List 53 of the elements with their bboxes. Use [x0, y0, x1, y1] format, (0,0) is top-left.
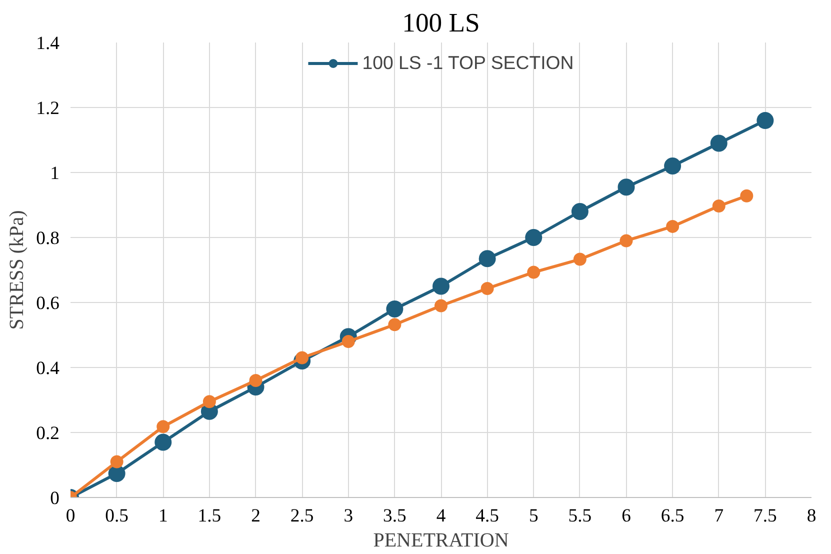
x-tick-label: 1.5 — [198, 506, 222, 526]
x-tick-label: 1 — [158, 506, 168, 526]
y-tick-label: 0.8 — [36, 228, 60, 249]
point — [386, 300, 404, 318]
point — [740, 189, 754, 202]
point — [664, 158, 682, 174]
point — [202, 395, 216, 408]
point — [710, 134, 728, 152]
x-tick-label: 8 — [806, 506, 816, 526]
y-tick-label: 0.6 — [36, 293, 60, 314]
y-tick-label: 1.4 — [36, 33, 60, 54]
x-tick-label: 5 — [528, 506, 538, 526]
x-tick-label: 2.5 — [290, 506, 314, 526]
chart-title: 100 LS — [402, 8, 480, 38]
point — [154, 434, 172, 451]
point — [620, 234, 633, 248]
x-tick-label: 7.5 — [754, 506, 777, 526]
point — [108, 464, 126, 482]
x-tick-label: 0 — [66, 506, 76, 526]
point — [573, 252, 586, 266]
point — [527, 266, 540, 279]
x-tick-label: 6.5 — [660, 506, 684, 526]
x-tick-label: 6 — [622, 506, 631, 526]
point — [666, 220, 680, 233]
y-tick-label: 0 — [50, 488, 60, 509]
x-axis-title: PENETRATION — [373, 530, 509, 552]
point — [434, 299, 448, 312]
point — [525, 229, 542, 246]
y-tick-label: 0.2 — [36, 423, 60, 444]
x-tick-label: 2 — [251, 506, 260, 526]
point — [712, 199, 726, 212]
point — [478, 250, 496, 268]
point — [388, 318, 402, 332]
legend-label: 100 LS -1 TOP SECTION — [362, 52, 574, 74]
point — [156, 420, 170, 434]
y-axis-title: STRESS (kPa) — [6, 210, 28, 330]
x-tick-label: 4.5 — [476, 506, 499, 526]
x-tick-label: 0.5 — [105, 506, 128, 526]
x-tick-label: 3 — [344, 506, 354, 526]
y-tick-label: 1.2 — [36, 98, 60, 119]
x-tick-label: 5.5 — [568, 506, 592, 526]
x-tick-label: 7 — [714, 506, 724, 526]
point — [480, 282, 494, 296]
point — [571, 203, 588, 220]
y-tick-label: 0.4 — [36, 358, 60, 379]
point — [756, 112, 774, 129]
x-tick-label: 4 — [436, 506, 446, 526]
x-tick-label: 3.5 — [383, 506, 406, 526]
point — [432, 278, 450, 295]
point — [249, 374, 262, 387]
point — [618, 178, 635, 196]
y-tick-label: 1 — [50, 163, 60, 184]
point — [110, 455, 124, 468]
